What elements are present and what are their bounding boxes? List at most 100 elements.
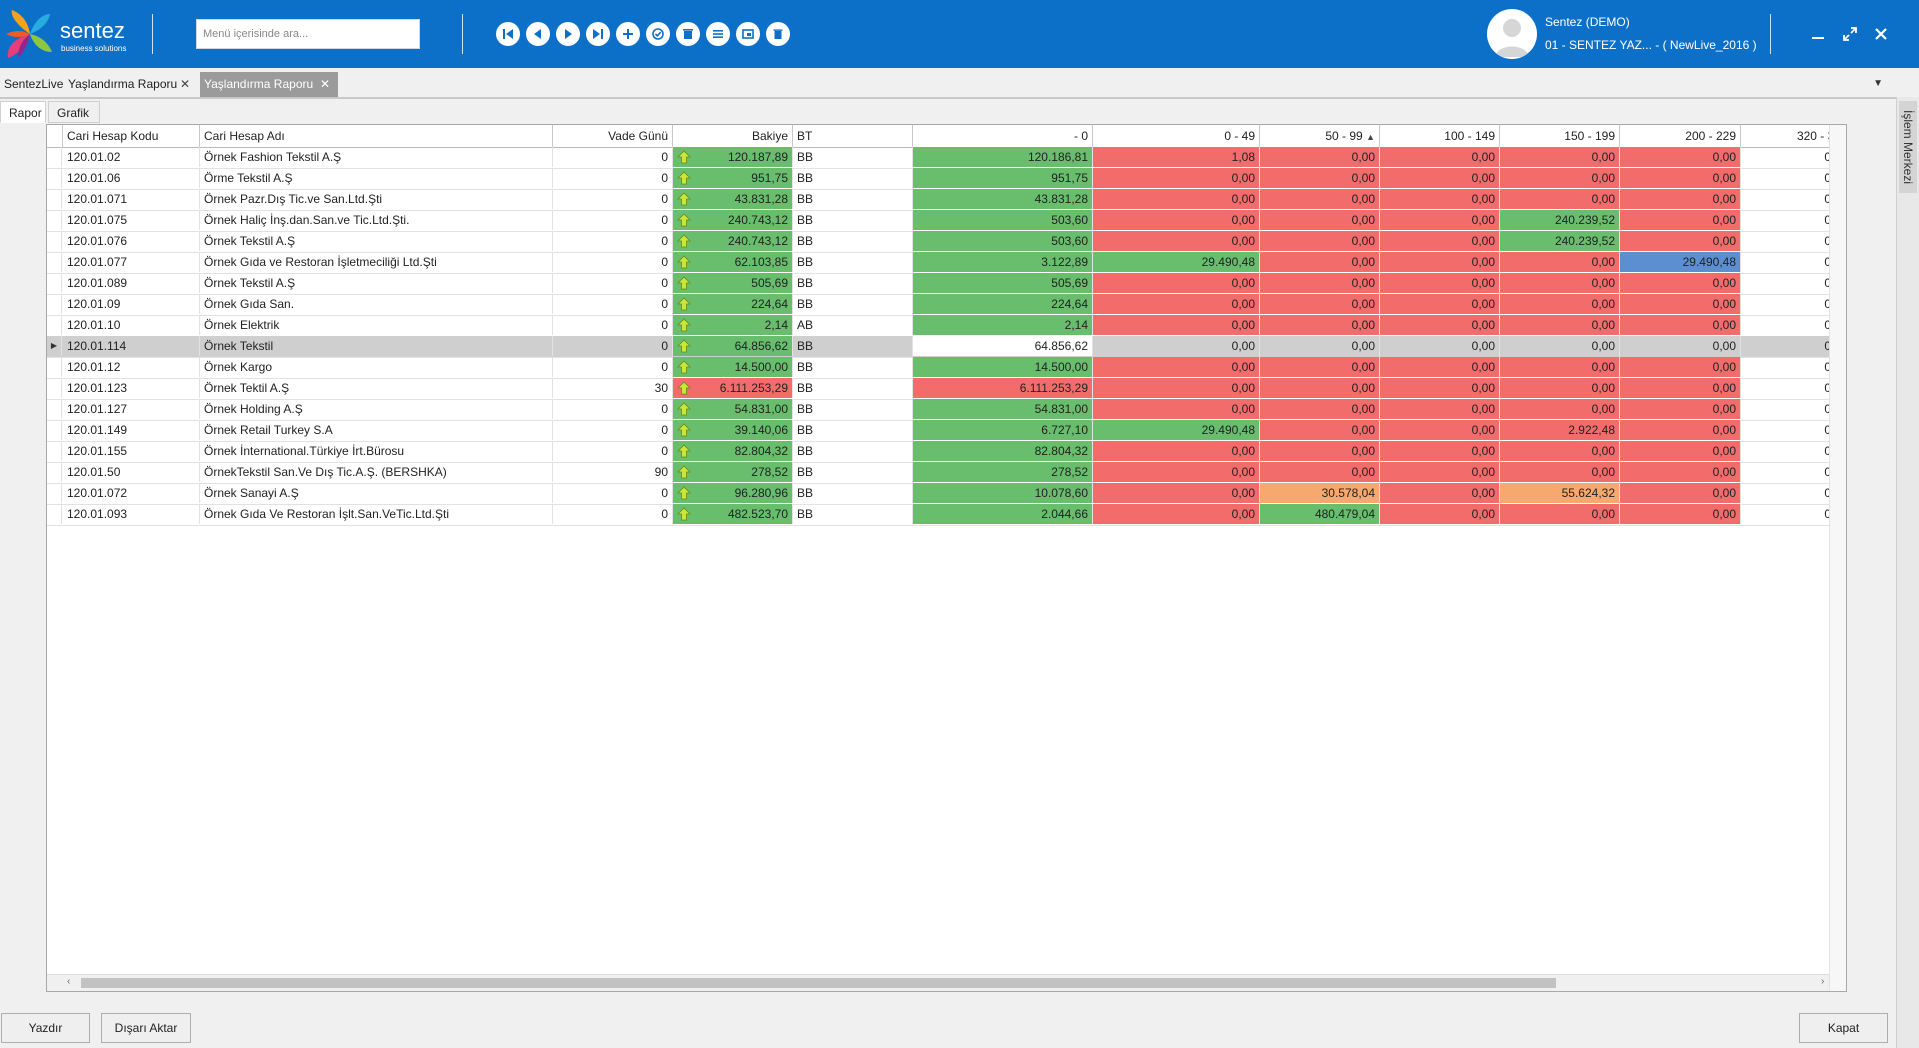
scroll-left-icon[interactable]: ‹ (67, 976, 71, 987)
cell-c3[interactable]: 0,00 (1380, 336, 1500, 356)
table-row[interactable]: 120.01.02 Örnek Fashion Tekstil A.Ş 0 120.1… (47, 147, 1846, 169)
cell-bakiye[interactable]: 482.523,70 (673, 504, 793, 524)
cell-c0[interactable]: 3.122,89 (913, 252, 1093, 272)
last-record-button[interactable] (586, 22, 610, 46)
cell-c2[interactable]: 30.578,04 (1260, 483, 1380, 503)
row-indicator[interactable] (47, 147, 62, 167)
cell-vade[interactable]: 0 (553, 504, 673, 524)
cell-bakiye[interactable]: 64.856,62 (673, 336, 793, 356)
cell-kod[interactable]: 120.01.10 (63, 315, 200, 335)
row-indicator[interactable] (47, 315, 62, 335)
cell-c0[interactable]: 82.804,32 (913, 441, 1093, 461)
tab-rapor[interactable]: Rapor (0, 101, 46, 123)
cell-bt[interactable]: BB (793, 357, 913, 377)
table-row[interactable]: 120.01.50 ÖrnekTekstil San.Ve Dış Tic.A.Ş… (47, 462, 1846, 484)
cell-c4[interactable]: 0,00 (1500, 441, 1620, 461)
cell-c5[interactable]: 0,00 (1620, 294, 1741, 314)
cell-bt[interactable]: BB (793, 399, 913, 419)
tab-sentezlive[interactable]: SentezLive (4, 77, 64, 91)
cell-bakiye[interactable]: 120.187,89 (673, 147, 793, 167)
cell-c2[interactable]: 0,00 (1260, 315, 1380, 335)
row-indicator[interactable] (47, 210, 62, 230)
cell-bakiye[interactable]: 82.804,32 (673, 441, 793, 461)
cell-c2[interactable]: 0,00 (1260, 441, 1380, 461)
column-header[interactable]: Bakiye (673, 125, 793, 147)
row-indicator[interactable] (47, 252, 62, 272)
cell-bt[interactable]: BB (793, 168, 913, 188)
cell-c2[interactable]: 0,00 (1260, 252, 1380, 272)
cell-bt[interactable]: AB (793, 315, 913, 335)
cell-vade[interactable]: 0 (553, 189, 673, 209)
cell-c1[interactable]: 0,00 (1093, 273, 1260, 293)
row-indicator[interactable] (47, 294, 62, 314)
cell-ad[interactable]: Örnek Tektil A.Ş (200, 378, 553, 398)
cell-kod[interactable]: 120.01.06 (63, 168, 200, 188)
cell-c2[interactable]: 0,00 (1260, 168, 1380, 188)
cell-c4[interactable]: 0,00 (1500, 504, 1620, 524)
cell-c4[interactable]: 0,00 (1500, 189, 1620, 209)
cell-kod[interactable]: 120.01.072 (63, 483, 200, 503)
cell-bakiye[interactable]: 43.831,28 (673, 189, 793, 209)
cell-c1[interactable]: 0,00 (1093, 504, 1260, 524)
cell-c4[interactable]: 55.624,32 (1500, 483, 1620, 503)
cell-c5[interactable]: 0,00 (1620, 336, 1741, 356)
cell-c0[interactable]: 14.500,00 (913, 357, 1093, 377)
cell-c4[interactable]: 0,00 (1500, 168, 1620, 188)
cell-c1[interactable]: 0,00 (1093, 294, 1260, 314)
cell-c3[interactable]: 0,00 (1380, 231, 1500, 251)
cell-vade[interactable]: 90 (553, 462, 673, 482)
cell-bt[interactable]: BB (793, 441, 913, 461)
cell-kod[interactable]: 120.01.075 (63, 210, 200, 230)
cell-c1[interactable]: 0,00 (1093, 315, 1260, 335)
cell-c4[interactable]: 240.239,52 (1500, 231, 1620, 251)
cell-c0[interactable]: 224,64 (913, 294, 1093, 314)
cell-c5[interactable]: 29.490,48 (1620, 252, 1741, 272)
cell-c0[interactable]: 54.831,00 (913, 399, 1093, 419)
cell-c5[interactable]: 0,00 (1620, 231, 1741, 251)
cell-c5[interactable]: 0,00 (1620, 483, 1741, 503)
cell-vade[interactable]: 0 (553, 252, 673, 272)
cell-c3[interactable]: 0,00 (1380, 462, 1500, 482)
column-header[interactable]: 150 - 199 (1500, 125, 1620, 147)
cell-ad[interactable]: Örme Tekstil A.Ş (200, 168, 553, 188)
cell-ad[interactable]: Örnek Tekstil (200, 336, 553, 356)
cell-vade[interactable]: 0 (553, 336, 673, 356)
cell-bt[interactable]: BB (793, 147, 913, 167)
cell-c4[interactable]: 2.922,48 (1500, 420, 1620, 440)
column-header[interactable]: Cari Hesap Adı (200, 125, 553, 147)
cell-kod[interactable]: 120.01.149 (63, 420, 200, 440)
cell-bt[interactable]: BB (793, 420, 913, 440)
cell-vade[interactable]: 0 (553, 483, 673, 503)
cell-bt[interactable]: BB (793, 252, 913, 272)
cell-vade[interactable]: 0 (553, 273, 673, 293)
add-record-button[interactable] (616, 22, 640, 46)
cell-bt[interactable]: BB (793, 378, 913, 398)
row-indicator[interactable]: ▶ (47, 336, 62, 356)
cell-vade[interactable]: 0 (553, 231, 673, 251)
row-indicator[interactable] (47, 420, 62, 440)
horizontal-scrollbar[interactable]: ‹ › (47, 974, 1846, 991)
cell-ad[interactable]: Örnek Tekstil A.Ş (200, 231, 553, 251)
tab-list-dropdown-icon[interactable]: ▼ (1873, 78, 1883, 89)
cell-c1[interactable]: 0,00 (1093, 441, 1260, 461)
cell-c3[interactable]: 0,00 (1380, 483, 1500, 503)
cell-c5[interactable]: 0,00 (1620, 315, 1741, 335)
minimize-button[interactable] (1806, 22, 1830, 46)
cell-c4[interactable]: 0,00 (1500, 378, 1620, 398)
cell-bakiye[interactable]: 62.103,85 (673, 252, 793, 272)
tab-grafik[interactable]: Grafik (48, 101, 100, 123)
column-header[interactable]: Cari Hesap Kodu (63, 125, 200, 147)
cell-bakiye[interactable]: 240.743,12 (673, 210, 793, 230)
cell-c1[interactable]: 0,00 (1093, 378, 1260, 398)
cell-c0[interactable]: 6.727,10 (913, 420, 1093, 440)
cell-bt[interactable]: BB (793, 462, 913, 482)
cell-c5[interactable]: 0,00 (1620, 399, 1741, 419)
row-indicator[interactable] (47, 462, 62, 482)
column-header[interactable]: 50 - 99 ▲ (1260, 125, 1380, 147)
table-row[interactable]: ▶ 120.01.114 Örnek Tekstil 0 64.856,62 BB 64.8… (47, 336, 1846, 358)
cell-vade[interactable]: 0 (553, 420, 673, 440)
cell-c4[interactable]: 0,00 (1500, 147, 1620, 167)
cell-c0[interactable]: 2,14 (913, 315, 1093, 335)
cell-c1[interactable]: 1,08 (1093, 147, 1260, 167)
cell-ad[interactable]: Örnek Retail Turkey S.A (200, 420, 553, 440)
